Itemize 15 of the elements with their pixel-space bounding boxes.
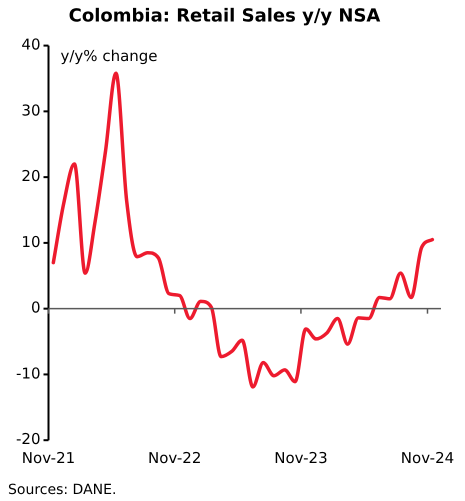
chart-title: Colombia: Retail Sales y/y NSA [68,5,380,26]
x-tick-label: Nov-21 [22,449,76,468]
y-tick-label: 20 [21,167,40,186]
source-note: Sources: DANE. [8,482,116,498]
y-tick-label: 40 [21,35,40,54]
line-series [52,71,434,389]
x-tick-label: Nov-23 [274,449,328,468]
y-tick-label: -20 [16,430,40,448]
y-tick-label: 10 [21,232,40,251]
y-tick-label: -10 [16,364,40,382]
x-tick-label: Nov-24 [400,449,454,468]
y-axis-title: y/y% change [60,46,158,65]
y-tick-label: 30 [21,101,40,120]
x-tick-label: Nov-22 [148,449,202,468]
y-tick-label: 0 [30,298,40,317]
